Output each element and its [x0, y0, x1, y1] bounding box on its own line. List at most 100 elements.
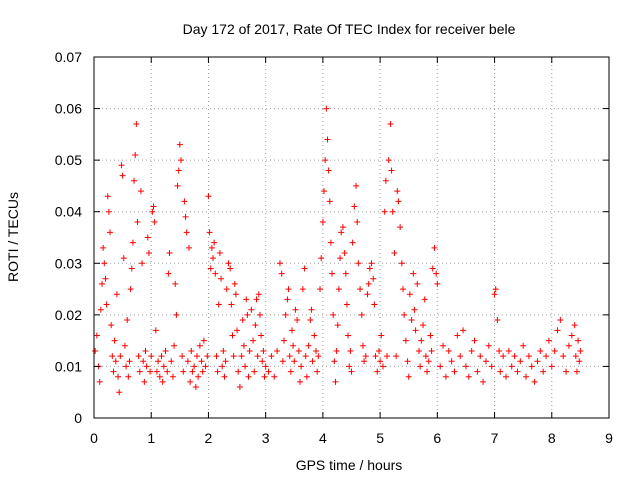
data-point	[172, 280, 179, 287]
data-point	[280, 337, 287, 344]
data-point	[159, 378, 166, 385]
data-point	[406, 291, 413, 298]
data-point	[196, 342, 203, 349]
data-point	[109, 353, 116, 360]
data-point	[345, 332, 352, 339]
data-point	[429, 265, 436, 272]
data-point	[330, 311, 337, 318]
data-point	[168, 358, 175, 365]
data-point	[347, 347, 354, 354]
data-point	[365, 280, 372, 287]
data-point	[398, 260, 405, 267]
data-point	[284, 296, 291, 303]
data-point	[227, 265, 234, 272]
data-point	[212, 270, 219, 277]
data-point	[335, 286, 342, 293]
data-point	[397, 224, 404, 231]
data-point	[145, 249, 152, 256]
y-tick-label: 0.02	[55, 307, 82, 323]
data-point	[115, 373, 122, 380]
data-point	[324, 136, 331, 143]
data-point	[422, 353, 429, 360]
data-point	[207, 265, 214, 272]
x-tick-label: 0	[90, 430, 98, 446]
data-point	[139, 260, 146, 267]
data-point	[220, 347, 227, 354]
data-point	[333, 347, 340, 354]
data-point	[184, 358, 191, 365]
data-point	[244, 311, 251, 318]
data-point	[389, 208, 396, 215]
data-point	[338, 229, 345, 236]
data-point	[102, 275, 109, 282]
data-point	[243, 296, 250, 303]
data-point	[315, 353, 322, 360]
data-point	[496, 347, 503, 354]
data-point	[440, 342, 447, 349]
data-point	[129, 239, 136, 246]
data-point	[142, 347, 149, 354]
data-point	[219, 363, 226, 370]
data-point	[238, 353, 245, 360]
data-point	[127, 286, 134, 293]
data-point	[298, 363, 305, 370]
data-point	[271, 373, 278, 380]
data-point	[175, 167, 182, 174]
data-point	[126, 358, 133, 365]
data-point	[200, 337, 207, 344]
data-point	[210, 255, 217, 262]
data-point	[442, 373, 449, 380]
data-point	[251, 368, 258, 375]
data-point	[223, 286, 230, 293]
data-point	[404, 358, 411, 365]
data-point	[368, 260, 375, 267]
data-point	[391, 249, 398, 256]
data-point	[282, 311, 289, 318]
data-point	[261, 373, 268, 380]
data-point	[465, 373, 472, 380]
data-point	[543, 353, 550, 360]
data-point	[101, 260, 108, 267]
data-point	[202, 363, 209, 370]
data-point	[393, 353, 400, 360]
y-axis-label: ROTI / TECUs	[5, 192, 21, 282]
data-point	[236, 384, 243, 391]
data-point	[548, 363, 555, 370]
data-point	[299, 286, 306, 293]
data-point	[329, 270, 336, 277]
data-point	[107, 229, 114, 236]
data-point	[428, 347, 435, 354]
data-point	[531, 378, 538, 385]
data-point	[334, 322, 341, 329]
data-point	[165, 270, 172, 277]
data-point	[195, 373, 202, 380]
data-point	[160, 363, 167, 370]
data-point	[332, 378, 339, 385]
data-point	[110, 368, 117, 375]
data-point	[208, 244, 215, 251]
x-tick-label: 2	[205, 430, 213, 446]
data-point	[134, 219, 141, 226]
data-point	[482, 358, 489, 365]
data-point	[557, 317, 564, 324]
data-point	[301, 265, 308, 272]
data-point	[105, 208, 112, 215]
data-point	[528, 363, 535, 370]
data-point	[211, 239, 218, 246]
x-tick-label: 3	[262, 430, 270, 446]
x-tick-label: 5	[376, 430, 384, 446]
data-point	[395, 198, 402, 205]
data-point	[206, 229, 213, 236]
data-point	[323, 105, 330, 112]
data-point	[174, 182, 181, 189]
data-point	[445, 347, 452, 354]
data-point	[322, 157, 329, 164]
data-point	[188, 347, 195, 354]
data-point	[577, 347, 584, 354]
y-tick-label: 0.03	[55, 255, 82, 271]
data-point	[248, 306, 255, 313]
data-point	[342, 270, 349, 277]
data-point	[421, 296, 428, 303]
data-point	[92, 347, 99, 354]
data-point	[150, 203, 157, 210]
